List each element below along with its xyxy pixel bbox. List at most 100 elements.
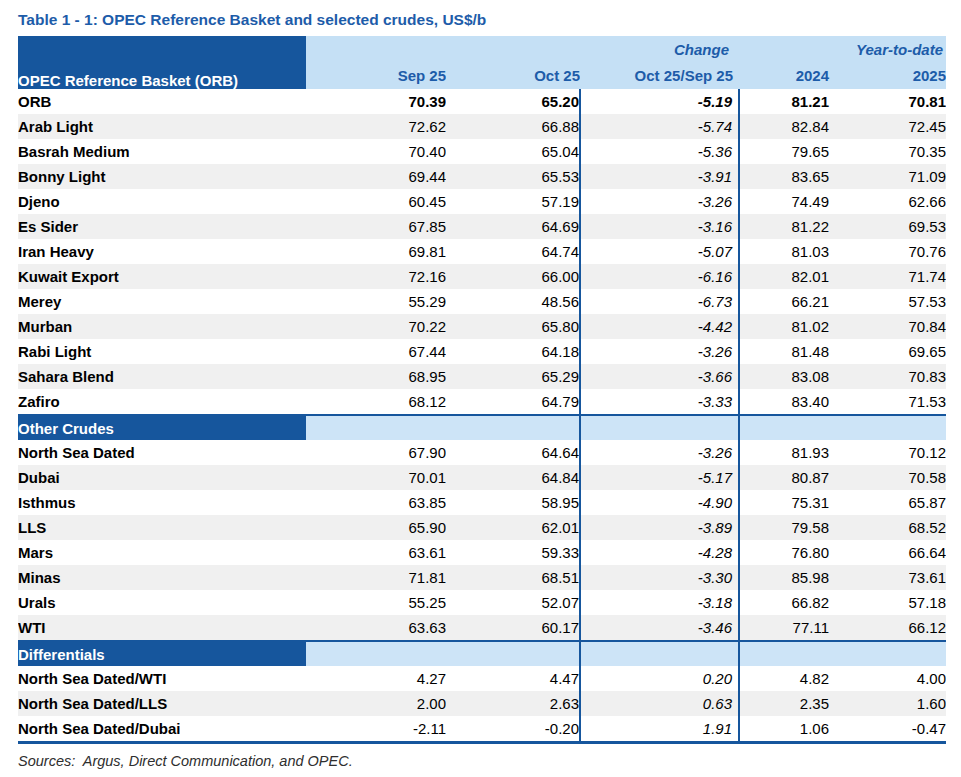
value-cell: 82.01	[739, 264, 834, 289]
value-cell: 62.66	[834, 189, 946, 214]
table-row: Dubai70.0164.84-5.1780.8770.58	[18, 465, 946, 490]
value-cell: 65.80	[446, 314, 580, 339]
value-cell: 70.81	[834, 89, 946, 114]
value-cell: 63.63	[306, 615, 446, 641]
value-cell: -3.18	[580, 590, 739, 615]
value-cell: 81.21	[739, 89, 834, 114]
value-cell: 1.60	[834, 691, 946, 716]
crude-name-cell: North Sea Dated	[18, 440, 306, 465]
value-cell: 79.65	[739, 139, 834, 164]
value-cell: 2.00	[306, 691, 446, 716]
value-cell: -6.16	[580, 264, 739, 289]
value-cell: 71.53	[834, 389, 946, 415]
value-cell: 66.21	[739, 289, 834, 314]
value-cell: 70.84	[834, 314, 946, 339]
value-cell: 4.00	[834, 666, 946, 691]
section-fill-cell	[834, 641, 946, 666]
value-cell: 66.82	[739, 590, 834, 615]
value-cell: 2.63	[446, 691, 580, 716]
crude-name-cell: Dubai	[18, 465, 306, 490]
section-fill-cell	[580, 415, 739, 440]
table-row: Basrah Medium70.4065.04-5.3679.6570.35	[18, 139, 946, 164]
crude-name-cell: North Sea Dated/LLS	[18, 691, 306, 716]
table-row: North Sea Dated/WTI4.274.470.204.824.00	[18, 666, 946, 691]
value-cell: 69.81	[306, 239, 446, 264]
section-fill-cell	[739, 641, 834, 666]
value-cell: 70.39	[306, 89, 446, 114]
sources-note: Sources: Argus, Direct Communication, an…	[18, 753, 946, 769]
value-cell: 2.35	[739, 691, 834, 716]
value-cell: 66.00	[446, 264, 580, 289]
crude-name-cell: Djeno	[18, 189, 306, 214]
value-cell: 79.58	[739, 515, 834, 540]
value-cell: -5.36	[580, 139, 739, 164]
section-fill-cell	[834, 415, 946, 440]
value-cell: 72.62	[306, 114, 446, 139]
value-cell: 62.01	[446, 515, 580, 540]
crude-name-cell: Merey	[18, 289, 306, 314]
value-cell: -3.66	[580, 364, 739, 389]
value-cell: 59.33	[446, 540, 580, 565]
crude-name-cell: Basrah Medium	[18, 139, 306, 164]
value-cell: 72.45	[834, 114, 946, 139]
value-cell: 58.95	[446, 490, 580, 515]
section-header-row: Other Crudes	[18, 415, 946, 440]
table-row: North Sea Dated67.9064.64-3.2681.9370.12	[18, 440, 946, 465]
value-cell: 68.95	[306, 364, 446, 389]
report-table-figure: Table 1 - 1: OPEC Reference Basket and s…	[0, 0, 961, 769]
header-spacer-cell	[306, 36, 446, 62]
table-row: Iran Heavy69.8164.74-5.0781.0370.76	[18, 239, 946, 264]
value-cell: 80.87	[739, 465, 834, 490]
value-cell: 4.27	[306, 666, 446, 691]
value-cell: 75.31	[739, 490, 834, 515]
value-cell: -3.26	[580, 189, 739, 214]
column-header-2025: 2025	[834, 62, 946, 89]
value-cell: 64.64	[446, 440, 580, 465]
value-cell: 68.52	[834, 515, 946, 540]
section-fill-cell	[446, 415, 580, 440]
value-cell: -6.73	[580, 289, 739, 314]
value-cell: 71.74	[834, 264, 946, 289]
table-row: Murban70.2265.80-4.4281.0270.84	[18, 314, 946, 339]
value-cell: -3.91	[580, 164, 739, 189]
value-cell: 72.16	[306, 264, 446, 289]
table-title: Table 1 - 1: OPEC Reference Basket and s…	[18, 11, 946, 29]
crude-name-cell: Isthmus	[18, 490, 306, 515]
section-header-row: Differentials	[18, 641, 946, 666]
value-cell: 69.44	[306, 164, 446, 189]
table-row: Kuwait Export72.1666.00-6.1682.0171.74	[18, 264, 946, 289]
table-row: LLS65.9062.01-3.8979.5868.52	[18, 515, 946, 540]
value-cell: 1.06	[739, 716, 834, 743]
value-cell: 66.64	[834, 540, 946, 565]
value-cell: 74.49	[739, 189, 834, 214]
crude-name-cell: WTI	[18, 615, 306, 641]
table-row: Mars63.6159.33-4.2876.8066.64	[18, 540, 946, 565]
section-fill-cell	[580, 641, 739, 666]
header-spacer-cell	[446, 36, 580, 62]
value-cell: 64.79	[446, 389, 580, 415]
corner-header-cell: OPEC Reference Basket (ORB)	[18, 36, 306, 89]
value-cell: 70.12	[834, 440, 946, 465]
value-cell: -3.89	[580, 515, 739, 540]
value-cell: 70.83	[834, 364, 946, 389]
value-cell: 82.84	[739, 114, 834, 139]
value-cell: 70.40	[306, 139, 446, 164]
value-cell: 65.20	[446, 89, 580, 114]
value-cell: 64.18	[446, 339, 580, 364]
value-cell: 4.82	[739, 666, 834, 691]
value-cell: 69.53	[834, 214, 946, 239]
table-row: Isthmus63.8558.95-4.9075.3165.87	[18, 490, 946, 515]
value-cell: 68.51	[446, 565, 580, 590]
table-body: ORB70.3965.20-5.1981.2170.81Arab Light72…	[18, 89, 946, 743]
value-cell: -3.26	[580, 440, 739, 465]
value-cell: 70.58	[834, 465, 946, 490]
table-row: Sahara Blend68.9565.29-3.6683.0870.83	[18, 364, 946, 389]
value-cell: 70.01	[306, 465, 446, 490]
crude-name-cell: Bonny Light	[18, 164, 306, 189]
value-cell: 70.76	[834, 239, 946, 264]
column-header-change: Oct 25/Sep 25	[580, 62, 739, 89]
value-cell: 81.03	[739, 239, 834, 264]
value-cell: 67.44	[306, 339, 446, 364]
crude-name-cell: Es Sider	[18, 214, 306, 239]
value-cell: -3.46	[580, 615, 739, 641]
